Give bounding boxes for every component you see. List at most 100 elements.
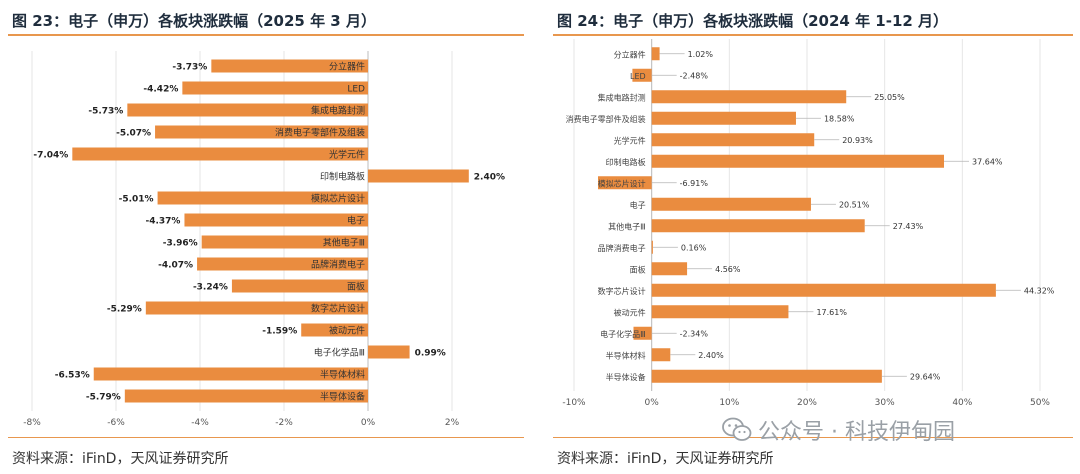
data-label: -5.79%: [86, 393, 121, 403]
data-label: 0.99%: [415, 349, 446, 359]
left-source-note: 资料来源：iFinD，天风证券研究所: [12, 451, 229, 467]
category-label: 分立器件: [614, 49, 646, 59]
category-label: 半导体设备: [320, 391, 365, 403]
category-label: 印制电路板: [606, 157, 646, 167]
category-label: 半导体材料: [320, 369, 365, 381]
category-label: 消费电子零部件及组装: [275, 127, 365, 139]
bar: [651, 197, 811, 211]
x-tick-label: 20%: [797, 398, 817, 408]
bar: [651, 262, 688, 276]
data-label: -3.73%: [172, 63, 207, 73]
category-label: 消费电子零部件及组装: [566, 114, 646, 124]
data-label: -5.73%: [88, 107, 123, 117]
bar: [651, 219, 865, 233]
category-label: 电子: [347, 215, 365, 227]
data-label: 37.64%: [972, 157, 1003, 166]
data-label: -7.04%: [33, 151, 68, 161]
category-label: 光学元件: [614, 135, 646, 145]
category-label: 半导体设备: [606, 372, 646, 382]
data-label: -5.29%: [107, 305, 142, 315]
data-label: 20.51%: [839, 200, 870, 209]
x-tick-label: 0%: [361, 418, 376, 428]
data-label: -5.01%: [119, 195, 154, 205]
data-label: -3.24%: [193, 283, 228, 293]
data-label: -4.07%: [158, 261, 193, 271]
bar: [184, 213, 368, 227]
right-figure: 图 24：电子（申万）各板块涨跌幅（2024 年 1-12 月） -10% 0% 1…: [545, 0, 1080, 474]
right-chart-title: 图 24：电子（申万）各板块涨跌幅（2024 年 1-12 月）: [557, 12, 949, 30]
bar: [651, 133, 815, 147]
data-label: -3.96%: [163, 239, 198, 249]
left-figure: 图 23：电子（申万）各板块涨跌幅（2025 年 3 月） -8% -6% -4% -…: [8, 12, 524, 467]
right-source-note: 资料来源：iFinD，天风证券研究所: [557, 451, 774, 467]
category-label: 分立器件: [329, 61, 365, 73]
data-label: 25.05%: [874, 93, 905, 102]
left-footer-rule: [8, 437, 524, 438]
category-label: 其他电子Ⅲ: [323, 237, 365, 249]
data-label: 27.43%: [893, 222, 924, 231]
x-tick-label: 2%: [445, 418, 460, 428]
data-label: -6.53%: [55, 371, 90, 381]
x-tick-label: 30%: [875, 398, 895, 408]
bar: [651, 154, 945, 168]
category-label: 被动元件: [614, 307, 646, 317]
x-tick-label: -8%: [23, 418, 41, 428]
bar: [632, 68, 652, 82]
right-footer-rule: [553, 437, 1073, 438]
x-tick-label: 0%: [645, 398, 660, 408]
data-label: -6.91%: [680, 179, 709, 188]
bar: [651, 47, 660, 61]
data-label: 20.93%: [842, 136, 873, 145]
bar: [145, 301, 368, 315]
data-label: -2.48%: [680, 71, 709, 80]
bar: [651, 283, 996, 297]
category-label: LED: [630, 72, 646, 81]
category-label: 电子化学品Ⅲ: [600, 329, 646, 339]
category-label: 品牌消费电子: [598, 243, 646, 253]
x-tick-label: 40%: [952, 398, 972, 408]
bar: [127, 103, 368, 117]
bar: [633, 326, 652, 340]
data-label: 44.32%: [1024, 286, 1055, 295]
x-tick-label: -2%: [275, 418, 293, 428]
category-label: 模拟芯片设计: [598, 178, 646, 188]
data-label: -2.34%: [680, 329, 709, 338]
bar: [155, 125, 368, 139]
bar: [124, 389, 368, 403]
bar: [72, 147, 368, 161]
bar: [368, 169, 469, 183]
x-tick-label: -10%: [562, 398, 586, 408]
bar: [651, 90, 847, 104]
data-label: 0.16%: [681, 243, 707, 252]
x-tick-label: 10%: [719, 398, 739, 408]
data-label: 17.61%: [816, 308, 847, 317]
bar: [651, 348, 671, 362]
data-label: -5.07%: [116, 129, 151, 139]
category-label: 数字芯片设计: [598, 286, 646, 296]
right-bar-chart: -10% 0% 10% 20% 30% 40% 50% 分立器件 1.02% LED -2.48% 集…: [562, 39, 1055, 408]
wechat-icon: [722, 417, 752, 441]
data-label: 18.58%: [824, 114, 855, 123]
data-label: 4.56%: [715, 265, 741, 274]
data-label: 2.40%: [698, 351, 724, 360]
category-label: 其他电子Ⅲ: [608, 221, 646, 231]
category-label: 模拟芯片设计: [311, 193, 365, 205]
bar: [197, 257, 368, 271]
data-label: -1.59%: [262, 327, 297, 337]
bar: [157, 191, 368, 205]
bar: [651, 240, 653, 254]
category-label: 数字芯片设计: [311, 303, 365, 315]
left-bar-chart: -8% -6% -4% -2% 0% 2% 分立器件 -3.73% LED -4.42% 集成电路封…: [23, 51, 505, 428]
right-title-rule: [553, 34, 1073, 36]
bar: [368, 345, 410, 359]
bar: [651, 369, 882, 383]
x-tick-label: -4%: [191, 418, 209, 428]
bar: [211, 59, 368, 73]
data-label: 2.40%: [474, 173, 505, 183]
category-label: 集成电路封测: [311, 105, 365, 117]
watermark: 公众号 · 科技伊甸园: [722, 414, 955, 446]
x-tick-label: 50%: [1030, 398, 1050, 408]
category-label: LED: [347, 85, 365, 95]
category-label: 集成电路封测: [598, 92, 646, 102]
data-label: -4.37%: [145, 217, 180, 227]
